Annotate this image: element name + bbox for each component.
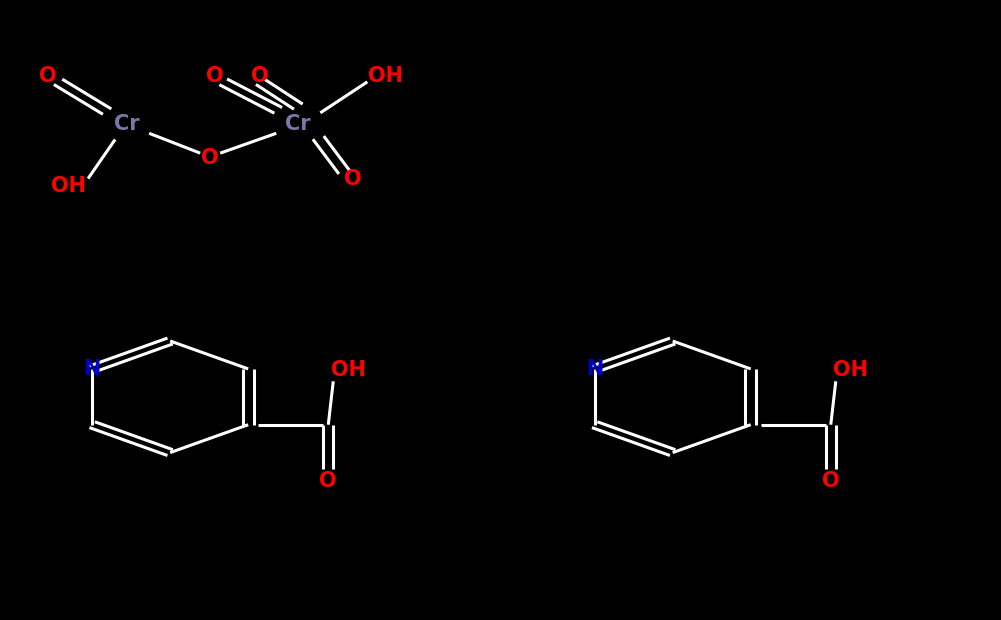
Text: OH: OH [51,176,85,196]
Text: Cr: Cr [114,114,140,134]
Text: N: N [586,359,604,379]
Text: O: O [251,66,269,86]
Text: Cr: Cr [285,114,311,134]
Text: O: O [201,148,219,168]
Text: O: O [319,471,337,490]
Text: O: O [822,471,840,490]
Text: OH: OH [330,360,365,380]
Text: OH: OH [833,360,868,380]
Text: O: O [343,169,361,188]
Text: N: N [83,359,101,379]
Text: O: O [39,66,57,86]
Text: OH: OH [368,66,402,86]
Text: O: O [206,66,224,86]
